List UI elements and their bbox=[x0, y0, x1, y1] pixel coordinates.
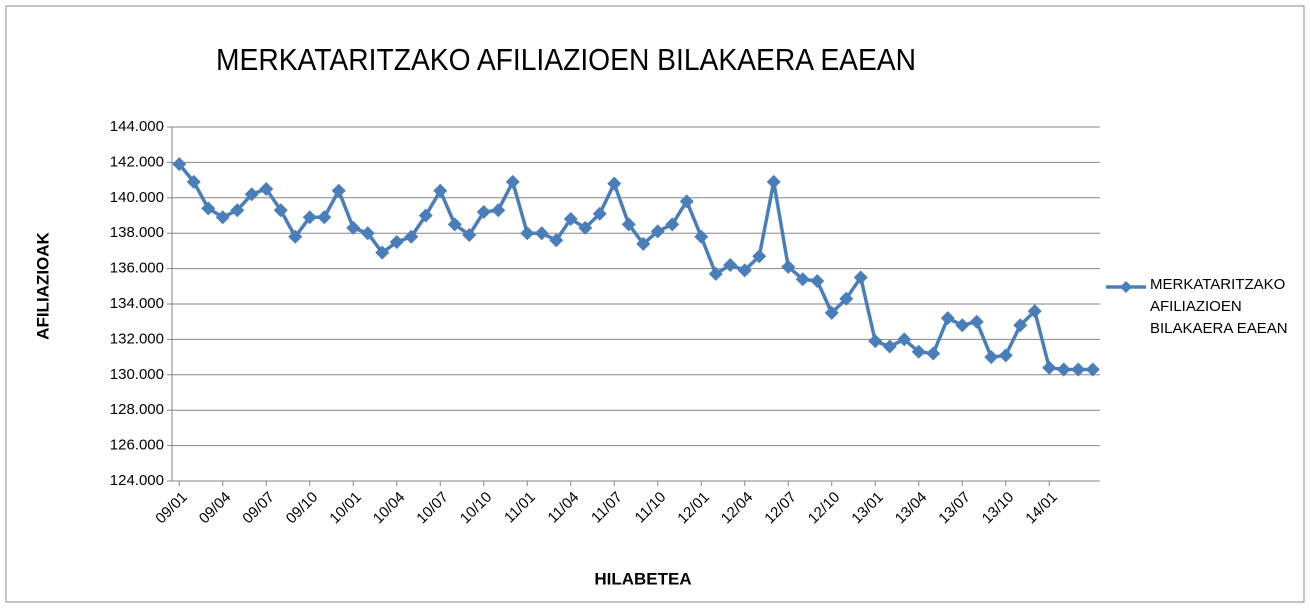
data-point bbox=[694, 229, 709, 244]
data-point bbox=[839, 291, 854, 306]
legend-label: MERKATARITZAKO AFILIAZIOEN BILAKAERA EAE… bbox=[1150, 276, 1288, 337]
data-point bbox=[433, 183, 448, 198]
data-point bbox=[882, 339, 897, 354]
data-point bbox=[592, 206, 607, 221]
data-point bbox=[926, 346, 941, 361]
data-point bbox=[897, 332, 912, 347]
data-point bbox=[868, 334, 883, 349]
data-point bbox=[302, 210, 317, 225]
data-point bbox=[940, 311, 955, 326]
data-point bbox=[969, 314, 984, 329]
data-point bbox=[404, 229, 419, 244]
data-point bbox=[795, 272, 810, 287]
data-point bbox=[607, 176, 622, 191]
data-point bbox=[244, 187, 259, 202]
data-point bbox=[955, 318, 970, 333]
data-point bbox=[621, 217, 636, 232]
data-point bbox=[360, 226, 375, 241]
data-point bbox=[389, 235, 404, 250]
data-point bbox=[679, 194, 694, 209]
legend-swatch-marker bbox=[1120, 281, 1132, 293]
data-point bbox=[230, 203, 245, 218]
data-point bbox=[259, 181, 274, 196]
data-point bbox=[810, 273, 825, 288]
y-tick-label: 140.000 bbox=[110, 189, 164, 206]
data-point bbox=[491, 203, 506, 218]
data-point bbox=[1071, 362, 1086, 377]
x-axis-title: HILABETEA bbox=[594, 569, 691, 588]
data-point bbox=[549, 233, 564, 248]
data-point bbox=[723, 258, 738, 273]
data-point bbox=[636, 236, 651, 251]
data-point bbox=[911, 344, 926, 359]
data-point bbox=[853, 270, 868, 285]
y-tick-label: 124.000 bbox=[110, 472, 164, 489]
y-tick-label: 138.000 bbox=[110, 224, 164, 241]
y-tick-label: 144.000 bbox=[110, 118, 164, 135]
data-point bbox=[1085, 362, 1100, 377]
data-point bbox=[737, 263, 752, 278]
y-axis-title: AFILIAZIOAK bbox=[33, 231, 52, 339]
data-point bbox=[766, 174, 781, 189]
data-point bbox=[288, 229, 303, 244]
data-point bbox=[752, 249, 767, 264]
data-point bbox=[1013, 318, 1028, 333]
data-point bbox=[998, 348, 1013, 363]
data-point bbox=[215, 210, 230, 225]
data-point bbox=[665, 217, 680, 232]
data-point bbox=[708, 266, 723, 281]
data-point bbox=[273, 203, 288, 218]
data-point bbox=[331, 183, 346, 198]
data-point bbox=[375, 245, 390, 260]
data-point bbox=[346, 220, 361, 235]
data-point bbox=[186, 174, 201, 189]
legend-item: MERKATARITZAKO AFILIAZIOEN BILAKAERA EAE… bbox=[1150, 276, 1288, 337]
y-tick-label: 126.000 bbox=[110, 437, 164, 454]
data-point bbox=[1027, 304, 1042, 319]
data-point bbox=[650, 224, 665, 239]
y-tick-label: 132.000 bbox=[110, 330, 164, 347]
data-point bbox=[534, 226, 549, 241]
y-tick-label: 128.000 bbox=[110, 401, 164, 418]
series-line bbox=[177, 163, 1093, 372]
data-point bbox=[824, 305, 839, 320]
data-point bbox=[781, 259, 796, 274]
data-point bbox=[520, 226, 535, 241]
data-point bbox=[1056, 362, 1071, 377]
y-tick-label: 142.000 bbox=[110, 153, 164, 170]
data-point bbox=[1042, 360, 1057, 375]
y-tick-label: 130.000 bbox=[110, 366, 164, 383]
data-point bbox=[578, 220, 593, 235]
data-point bbox=[505, 174, 520, 189]
data-point bbox=[447, 217, 462, 232]
data-point bbox=[317, 210, 332, 225]
y-tick-label: 134.000 bbox=[110, 295, 164, 312]
data-point bbox=[172, 157, 187, 172]
chart-title: MERKATARITZAKO AFILIAZIOEN BILAKAERA EAE… bbox=[216, 42, 916, 77]
data-point bbox=[201, 201, 216, 216]
data-point bbox=[984, 350, 999, 365]
data-point bbox=[563, 212, 578, 227]
y-tick-label: 136.000 bbox=[110, 260, 164, 277]
data-point bbox=[418, 208, 433, 223]
data-point bbox=[476, 204, 491, 219]
data-point bbox=[462, 227, 477, 242]
